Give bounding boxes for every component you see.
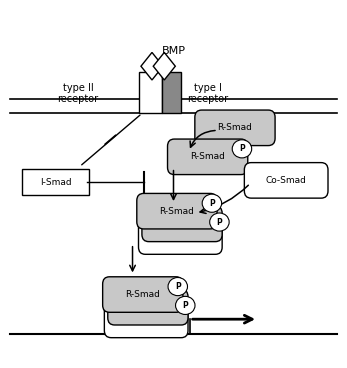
FancyBboxPatch shape [138, 219, 222, 254]
Bar [139, 72, 162, 113]
Ellipse shape [210, 213, 229, 231]
Ellipse shape [168, 277, 187, 296]
Polygon shape [141, 52, 163, 80]
FancyBboxPatch shape [108, 290, 188, 325]
FancyBboxPatch shape [244, 163, 328, 198]
Text: P: P [217, 217, 222, 227]
Text: type II
receptor: type II receptor [57, 82, 99, 104]
Text: P: P [239, 144, 245, 153]
Text: P: P [183, 301, 188, 310]
FancyBboxPatch shape [104, 302, 188, 338]
FancyBboxPatch shape [195, 110, 275, 146]
Text: R-Smad: R-Smad [125, 290, 160, 299]
Text: R-Smad: R-Smad [190, 152, 225, 161]
Ellipse shape [202, 194, 222, 212]
Text: BMP: BMP [161, 46, 186, 56]
FancyBboxPatch shape [142, 206, 222, 242]
Ellipse shape [176, 296, 195, 315]
Text: Co-Smad: Co-Smad [266, 176, 307, 185]
Ellipse shape [232, 140, 252, 158]
Text: Co-Smad: Co-Smad [126, 315, 167, 325]
Text: P: P [175, 282, 181, 291]
Text: R-Smad: R-Smad [218, 123, 252, 132]
Polygon shape [153, 52, 175, 80]
FancyBboxPatch shape [23, 169, 89, 195]
FancyBboxPatch shape [137, 194, 217, 229]
Text: P: P [209, 199, 215, 208]
FancyBboxPatch shape [168, 139, 248, 174]
FancyBboxPatch shape [103, 277, 183, 312]
Text: R-Smad: R-Smad [160, 207, 194, 216]
Text: R-Smad: R-Smad [164, 219, 200, 229]
Text: type I
receptor: type I receptor [187, 82, 228, 104]
Text: I-Smad: I-Smad [40, 178, 71, 187]
Text: R-Smad: R-Smad [130, 303, 165, 312]
Bar [162, 72, 181, 113]
Text: Co-Smad: Co-Smad [160, 232, 201, 241]
